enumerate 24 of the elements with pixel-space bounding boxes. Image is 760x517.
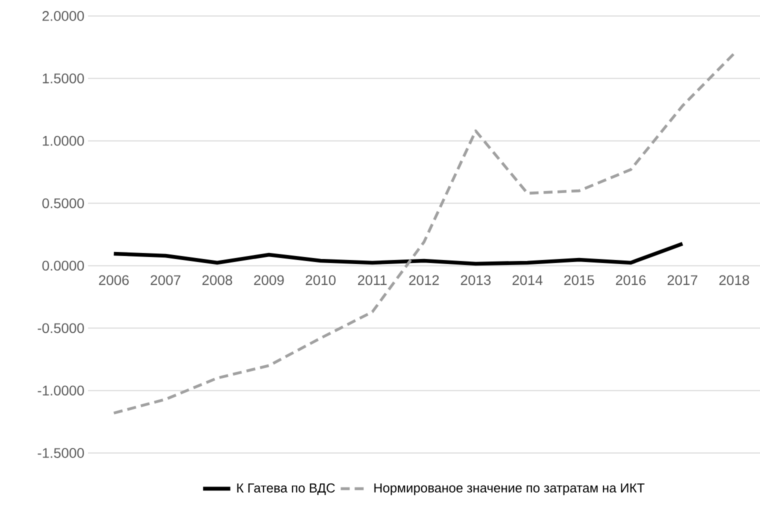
x-tick-label: 2008	[202, 275, 232, 286]
y-tick-label: -1.0000	[38, 386, 84, 396]
x-tick-label: 2013	[460, 275, 491, 286]
line-series	[112, 242, 684, 266]
x-tick-label: 2006	[99, 275, 129, 286]
y-tick-label: -0.5000	[38, 323, 84, 334]
x-tick-label: 2016	[616, 275, 646, 286]
x-tick-label: 2017	[668, 275, 698, 286]
y-tick-label: 2.0000	[42, 11, 84, 21]
x-tick-label: 2007	[150, 275, 180, 286]
x-tick-label: 2018	[719, 275, 750, 286]
x-tick-label: 2009	[254, 275, 284, 286]
x-tick-label: 2010	[306, 275, 336, 286]
x-tick-label: 2014	[512, 275, 542, 286]
y-tick-label: 1.5000	[42, 73, 84, 84]
y-tick-label: 1.0000	[42, 136, 84, 146]
legend-label: К Гатева по ВДС	[237, 483, 335, 496]
y-tick-label: 0.0000	[42, 260, 84, 271]
x-tick-label: 2015	[564, 275, 594, 286]
x-tick-label: 2012	[409, 275, 439, 286]
x-tick-label: 2011	[358, 275, 387, 286]
y-tick-label: 0.5000	[42, 198, 84, 208]
legend-label: Нормированое значение по затратам на ИКТ	[374, 483, 644, 496]
y-tick-label: -1.5000	[38, 448, 84, 458]
